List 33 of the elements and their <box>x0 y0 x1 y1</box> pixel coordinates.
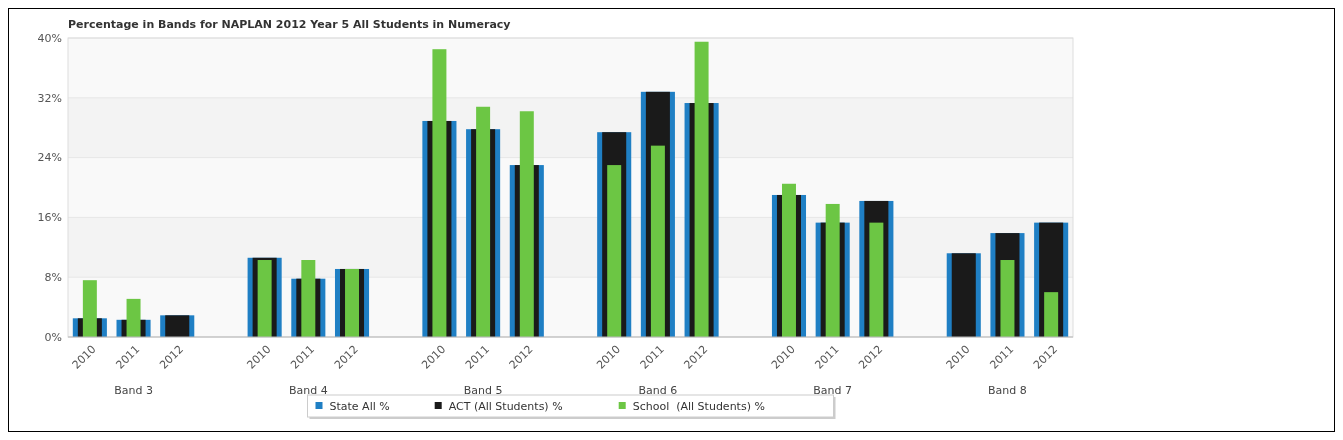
bar <box>476 106 491 337</box>
bar <box>432 49 447 337</box>
text: Band 4 <box>288 384 328 397</box>
bar <box>519 111 534 337</box>
bar <box>82 280 97 337</box>
bar <box>165 315 190 337</box>
y-tick-label: 16% <box>37 211 62 225</box>
bar <box>650 145 665 337</box>
bar <box>1044 292 1059 337</box>
bar <box>345 268 360 337</box>
bar <box>1000 260 1015 337</box>
legend-label: ACT (All Students) % <box>448 399 563 413</box>
legend-label: State All % <box>329 399 390 413</box>
y-tick-label: 8% <box>44 271 62 285</box>
bar <box>301 260 316 337</box>
text: Band 8 <box>988 384 1027 397</box>
bar <box>126 298 141 337</box>
text: Band 3 <box>114 384 153 397</box>
bar <box>607 165 622 337</box>
y-tick-label: 24% <box>37 151 62 165</box>
bar <box>781 183 796 337</box>
bar <box>257 260 272 337</box>
legend-label: School (All Students) % <box>632 399 765 413</box>
y-tick-label: 40% <box>37 31 62 45</box>
text: Band 5 <box>463 384 503 397</box>
text: Band 6 <box>638 384 678 397</box>
chart-title: Percentage in Bands for NAPLAN 2012 Year 5 All Students in Numeracy <box>68 18 511 31</box>
y-tick-label: 32% <box>37 91 62 105</box>
text: Band 7 <box>813 384 853 397</box>
bar <box>694 41 709 337</box>
bar <box>869 222 884 337</box>
bar <box>825 203 840 337</box>
y-tick-label: 0% <box>44 330 62 344</box>
